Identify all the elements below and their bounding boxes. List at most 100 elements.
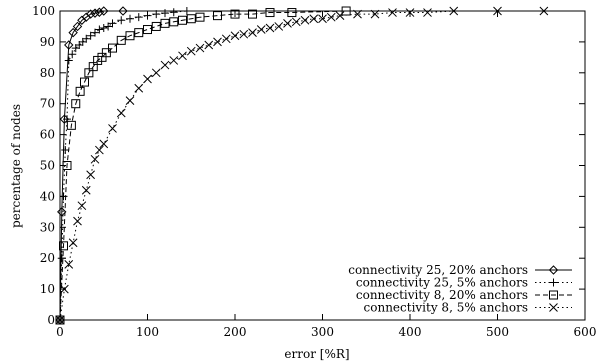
- series-4-point: [291, 17, 301, 27]
- series-2-point: [64, 56, 73, 65]
- series-4-point: [77, 201, 87, 211]
- series-4-point: [68, 238, 78, 248]
- y-tick-label: 20: [40, 251, 55, 265]
- series-3-point: [66, 120, 76, 130]
- legend-marker-1: [548, 265, 559, 275]
- series-3-point: [116, 35, 126, 45]
- series-1-point: [118, 6, 128, 16]
- series-3-point: [62, 161, 72, 170]
- series-4-point: [204, 40, 214, 50]
- series-4-point: [73, 216, 82, 226]
- x-tick-label: 400: [399, 325, 422, 339]
- series-4-point: [64, 260, 74, 269]
- series-4-point: [55, 315, 65, 325]
- series-4-point: [81, 185, 91, 195]
- x-tick-label: 600: [574, 325, 597, 339]
- y-tick-label: 40: [40, 189, 55, 203]
- y-tick-label: 70: [40, 97, 55, 111]
- series-2-point: [91, 28, 99, 37]
- series-4-point: [335, 11, 345, 20]
- series-4-point: [283, 19, 292, 28]
- series-2-point: [117, 16, 126, 25]
- x-tick-label: 100: [136, 325, 159, 339]
- series-2-point: [152, 10, 161, 19]
- x-axis-label: error [%R]: [284, 347, 349, 361]
- series-1-point: [64, 40, 74, 50]
- series-4-point: [423, 8, 432, 17]
- y-tick-label: 80: [40, 66, 55, 80]
- series-3-point: [151, 21, 161, 31]
- series-4-point: [178, 51, 187, 61]
- series-1-line: [59, 10, 123, 321]
- series-3-point: [108, 43, 117, 53]
- series-4-point: [274, 22, 284, 31]
- series-4-point: [116, 108, 126, 118]
- series-4-point: [326, 12, 336, 22]
- series-3-point: [248, 9, 257, 19]
- series-3-point: [186, 14, 196, 24]
- series-3-line: [59, 10, 347, 321]
- series-4-point: [405, 8, 415, 17]
- series-4-point: [539, 6, 549, 16]
- series-3-point: [143, 25, 152, 35]
- series-2-point: [143, 11, 152, 20]
- legend: connectivity 25, 20% anchorsconnectivity…: [348, 263, 572, 315]
- y-tick-label: 30: [40, 220, 55, 234]
- series-4-point: [95, 145, 104, 155]
- series-2-point: [86, 31, 95, 40]
- series-1-point: [57, 207, 67, 217]
- series-2-point: [169, 8, 178, 17]
- series-1-point: [94, 7, 105, 17]
- series-3-point: [80, 77, 89, 87]
- series-4-point: [353, 9, 362, 19]
- series-4-point: [86, 170, 95, 180]
- legend-marker-2: [549, 278, 558, 287]
- series-4-point: [143, 74, 152, 84]
- series-4-point: [186, 46, 196, 56]
- series-4-point: [151, 68, 161, 78]
- series-1-point: [99, 6, 109, 16]
- x-tick-label: 200: [224, 325, 247, 339]
- series-4-point: [309, 14, 319, 24]
- series-2-point: [82, 34, 91, 43]
- series-4-point: [493, 6, 502, 16]
- series-3-point: [169, 17, 179, 27]
- series-4-point: [125, 96, 135, 105]
- y-tick-label: 0: [47, 313, 55, 327]
- y-axis-label: percentage of nodes: [9, 104, 23, 228]
- series-4-point: [256, 25, 266, 34]
- series-3-point: [195, 12, 205, 22]
- series-4-point: [221, 34, 231, 44]
- series-1-point: [68, 27, 78, 38]
- series-4-point: [195, 43, 205, 53]
- series-4-point: [265, 23, 275, 33]
- series-1-point: [90, 8, 100, 18]
- series-4-point: [230, 31, 240, 41]
- series-4-point: [134, 83, 144, 93]
- series-4-point: [99, 139, 109, 149]
- legend-label-1: connectivity 25, 20% anchors: [348, 263, 528, 277]
- series-1-point: [85, 9, 96, 19]
- y-tick-label: 10: [40, 282, 55, 296]
- series-3-point: [59, 241, 68, 251]
- y-tick-label: 50: [40, 159, 55, 173]
- series-4-point: [108, 124, 117, 133]
- series-2-line: [59, 10, 187, 321]
- series-2-point: [95, 25, 104, 34]
- y-tick-label: 60: [40, 128, 55, 142]
- series-3-point: [230, 9, 240, 19]
- series-4-point: [213, 37, 222, 47]
- series-2-point: [61, 146, 70, 155]
- series-4-point: [169, 56, 179, 65]
- series-4-point: [90, 154, 100, 164]
- series-3: [55, 6, 351, 325]
- series-3-point: [178, 15, 187, 25]
- series-3-point: [134, 28, 144, 38]
- x-tick-label: 300: [311, 325, 334, 339]
- series-1-point: [72, 21, 83, 32]
- series-4-point: [370, 9, 380, 19]
- series-3-point: [101, 48, 111, 58]
- series-2-point: [104, 22, 113, 31]
- series-3-point: [265, 8, 275, 18]
